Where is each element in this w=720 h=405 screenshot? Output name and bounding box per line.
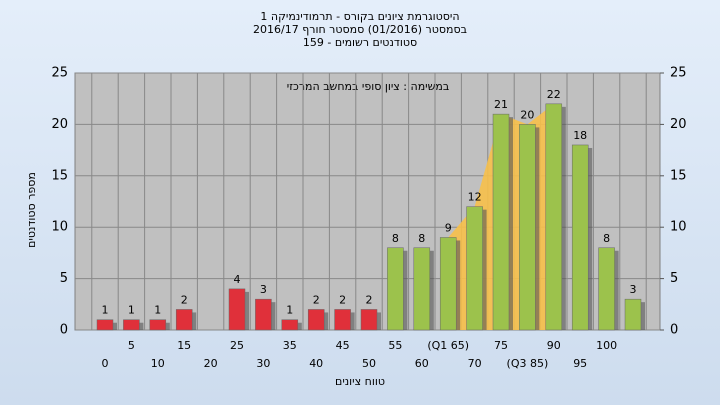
subtitle: סטודנטים רשומים - 159 [303,36,417,49]
y2-tick-label: 20 [670,117,687,132]
value-label: 2 [366,293,373,306]
x-tick-label: 70 [468,357,482,370]
bar [281,319,299,331]
x-tick-label: 55 [388,339,402,352]
value-label: 2 [339,293,346,306]
value-label: 4 [234,273,241,286]
bar [598,247,615,331]
x-tick-label: 100 [596,339,617,352]
bar [624,298,642,331]
value-label: 12 [468,191,482,204]
value-label: 2 [181,293,188,306]
x-tick-label: 15 [177,339,191,352]
y2-tick-label: 25 [670,66,687,81]
x-tick-label: (Q3 85) [507,357,549,370]
x-tick-label: 10 [151,357,165,370]
value-label: 18 [573,129,587,142]
x-tick-label: 95 [573,357,587,370]
bar [545,103,563,331]
y-tick-label: 10 [51,220,68,235]
x-tick-label: 90 [547,339,561,352]
value-label: 22 [547,88,561,101]
bar [255,298,272,331]
x-axis-label: טווח ציונים [335,375,385,388]
x-tick-label: 60 [415,357,429,370]
bar [96,319,114,331]
annotation: במשימה : ציון סופי במחשב המרכזי [287,80,450,93]
bar [360,309,378,331]
bar [334,309,351,331]
y-tick-label: 5 [60,271,68,286]
x-tick-label: 25 [230,339,244,352]
x-tick-label: 30 [256,357,270,370]
x-tick-label: 45 [336,339,350,352]
value-label: 8 [603,232,610,245]
value-label: 1 [128,304,135,317]
bar [519,124,536,331]
y2-tick-label: 5 [670,271,678,286]
y-tick-label: 0 [60,323,68,338]
y-tick-label: 15 [51,168,68,183]
y2-tick-label: 15 [670,168,687,183]
x-tick-label: 35 [283,339,297,352]
bar [149,319,167,331]
bar [307,309,325,331]
bar [571,144,589,331]
x-tick-label: 40 [309,357,323,370]
value-label: 2 [313,293,320,306]
x-tick-label: 50 [362,357,376,370]
bar [466,206,483,331]
value-label: 1 [154,304,161,317]
value-label: 20 [520,108,534,121]
bar [413,247,431,331]
x-tick-label: 75 [494,339,508,352]
x-tick-label: (Q1 65) [427,339,469,352]
value-label: 8 [392,232,399,245]
y-axis-label: מספר סטודנטים [25,172,38,248]
subtitle: בסמסטר (01/2016) סמסטר חורף 2016/17 [253,23,467,36]
value-label: 1 [102,304,109,317]
value-label: 3 [630,283,637,296]
y-tick-label: 25 [51,66,68,81]
bar [228,288,246,331]
x-tick-label: 20 [204,357,218,370]
chart-title: היסטוגרמת ציונים בקורס - תרמודינמיקה 1 [260,10,459,23]
bar [123,319,140,331]
bar [492,113,510,331]
y2-tick-label: 0 [670,323,678,338]
value-label: 9 [445,221,452,234]
bar [439,237,457,331]
y2-tick-label: 10 [670,220,687,235]
value-label: 1 [286,304,293,317]
x-tick-label: 5 [128,339,135,352]
value-label: 3 [260,283,267,296]
x-tick-label: 0 [102,357,109,370]
value-label: 21 [494,98,508,111]
bar [387,247,404,331]
y-tick-label: 20 [51,117,68,132]
bar [175,309,193,331]
value-label: 8 [418,232,425,245]
